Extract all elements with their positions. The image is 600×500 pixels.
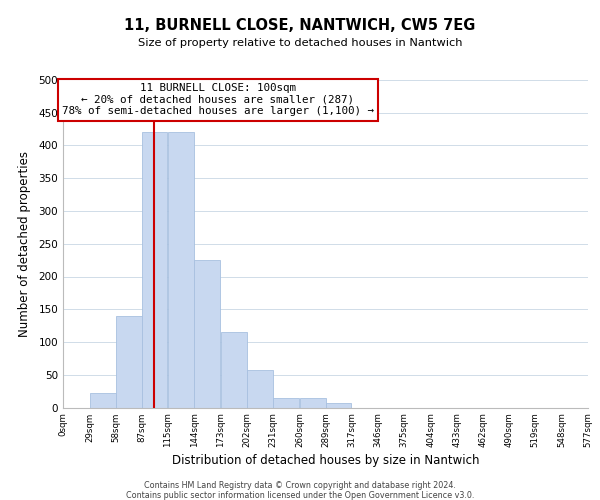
Bar [194,260,220,408]
Bar [300,398,326,407]
Y-axis label: Number of detached properties: Number of detached properties [19,151,31,337]
Bar [89,393,116,407]
Bar [116,316,142,408]
Bar [274,398,299,407]
Text: Contains HM Land Registry data © Crown copyright and database right 2024.: Contains HM Land Registry data © Crown c… [144,481,456,490]
Text: Size of property relative to detached houses in Nantwich: Size of property relative to detached ho… [138,38,462,48]
X-axis label: Distribution of detached houses by size in Nantwich: Distribution of detached houses by size … [172,454,479,467]
Bar [326,403,351,407]
Text: Contains public sector information licensed under the Open Government Licence v3: Contains public sector information licen… [126,491,474,500]
Text: 11 BURNELL CLOSE: 100sqm
← 20% of detached houses are smaller (287)
78% of semi-: 11 BURNELL CLOSE: 100sqm ← 20% of detach… [62,84,374,116]
Bar [142,132,167,407]
Text: 11, BURNELL CLOSE, NANTWICH, CW5 7EG: 11, BURNELL CLOSE, NANTWICH, CW5 7EG [124,18,476,32]
Bar [221,332,247,407]
Bar [247,370,273,408]
Bar [168,132,194,407]
